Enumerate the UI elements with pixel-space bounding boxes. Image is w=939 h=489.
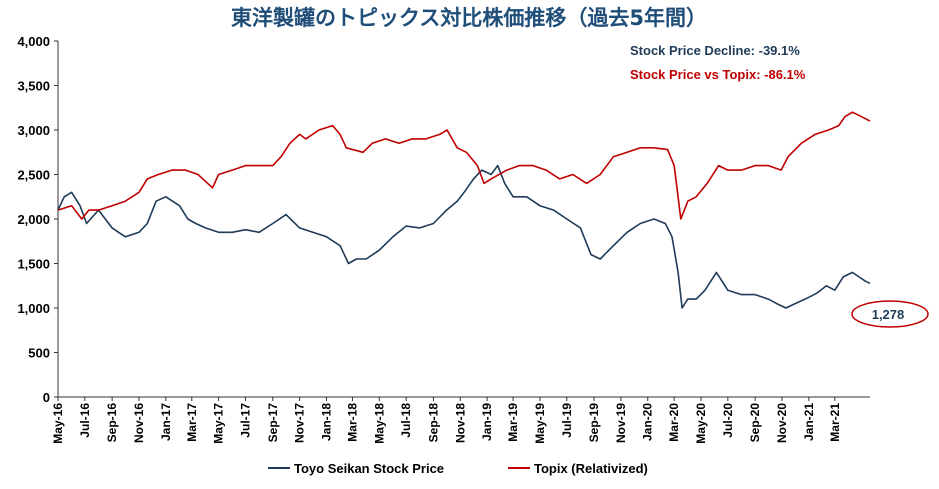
vs-topix-annotation: Stock Price vs Topix: -86.1% [630, 67, 806, 82]
y-axis-ticks: 0 500 1,000 1,500 2,000 2,500 3,000 3,500 4,000 [17, 34, 58, 405]
y-tick-label: 500 [28, 346, 50, 361]
x-tick-label: May-19 [533, 403, 547, 444]
x-tick-label: Mar-17 [185, 403, 199, 442]
series-layer [57, 111, 871, 309]
x-tick-label: Jul-19 [560, 403, 574, 438]
callout-value: 1,278 [872, 307, 905, 322]
x-tick-label: Nov-16 [132, 403, 146, 443]
x-tick-label: Sep-19 [587, 403, 601, 443]
x-tick-label: Jan-21 [802, 403, 816, 441]
x-tick-label: May-17 [212, 403, 226, 444]
legend-label-topix: Topix (Relativized) [534, 461, 648, 476]
x-tick-label: Jan-20 [641, 403, 655, 441]
callout-ellipse [851, 300, 929, 328]
legend-label-toyo: Toyo Seikan Stock Price [294, 461, 444, 476]
x-tick-label: Mar-21 [828, 403, 842, 442]
x-tick-label: Sep-20 [748, 403, 762, 443]
series-line-topix [57, 111, 871, 220]
x-tick-label: Mar-19 [506, 403, 520, 442]
x-tick-label: Jul-17 [238, 403, 252, 438]
chart-title: 東洋製罐のトピックス対比株価推移（過去5年間） [231, 6, 707, 30]
y-tick-label: 2,500 [17, 168, 50, 183]
y-tick-label: 3,000 [17, 123, 50, 138]
y-tick-label: 1,000 [17, 301, 50, 316]
legend: Toyo Seikan Stock Price Topix (Relativiz… [268, 461, 648, 476]
x-tick-label: Nov-20 [775, 403, 789, 443]
x-tick-label: Nov-18 [453, 403, 467, 443]
x-tick-label: May-20 [694, 403, 708, 444]
decline-annotation: Stock Price Decline: -39.1% [630, 43, 800, 58]
x-tick-label: Nov-19 [614, 403, 628, 443]
y-tick-label: 4,000 [17, 34, 50, 49]
x-tick-label: May-16 [51, 403, 65, 444]
y-tick-label: 2,000 [17, 212, 50, 227]
x-tick-label: Jan-19 [480, 403, 494, 441]
x-tick-label: Sep-17 [266, 403, 280, 443]
x-tick-label: Jul-20 [721, 403, 735, 438]
x-tick-label: Sep-18 [426, 403, 440, 443]
x-tick-label: Jan-18 [319, 403, 333, 441]
x-tick-label: May-18 [372, 403, 386, 444]
last-price-callout: 1,278 [851, 300, 929, 328]
x-tick-label: Jul-18 [399, 403, 413, 438]
y-tick-label: 1,500 [17, 257, 50, 272]
x-tick-label: Nov-17 [293, 403, 307, 443]
x-tick-label: Sep-16 [105, 403, 119, 443]
x-axis-ticks: May-16 Jul-16 Sep-16 Nov-16 Jan-17 Mar-17 May-… [51, 397, 842, 444]
series-line-toyo-seikan [57, 164, 871, 309]
x-tick-label: Jan-17 [159, 403, 173, 441]
x-tick-label: Mar-20 [667, 403, 681, 442]
y-tick-label: 3,500 [17, 79, 50, 94]
x-tick-label: Jul-16 [78, 403, 92, 438]
x-tick-label: Mar-18 [345, 403, 359, 442]
y-tick-label: 0 [43, 390, 50, 405]
